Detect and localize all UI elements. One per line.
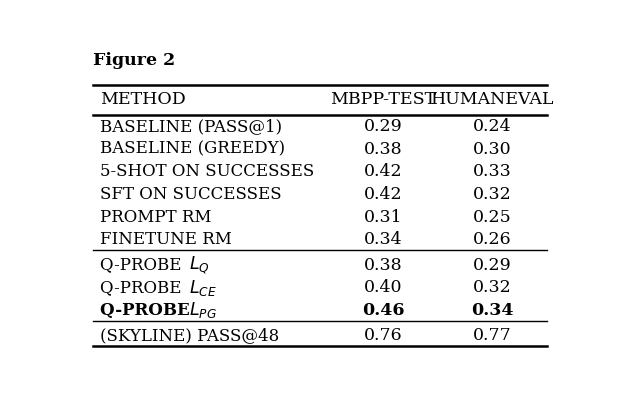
Text: Figure 2: Figure 2 [92, 52, 175, 69]
Text: Q-PROBE: Q-PROBE [100, 302, 195, 319]
Text: $L_Q$: $L_Q$ [189, 254, 210, 276]
Text: 0.76: 0.76 [364, 327, 402, 344]
Text: 0.24: 0.24 [473, 118, 512, 135]
Text: 0.33: 0.33 [473, 163, 512, 180]
Text: $L_{PG}$: $L_{PG}$ [189, 300, 217, 320]
Text: (SKYLINE) PASS@48: (SKYLINE) PASS@48 [100, 327, 279, 344]
Text: 0.40: 0.40 [364, 279, 402, 296]
Text: 0.29: 0.29 [364, 118, 403, 135]
Text: BASELINE (PASS@1): BASELINE (PASS@1) [100, 118, 282, 135]
Text: METHOD: METHOD [100, 92, 185, 108]
Text: 0.77: 0.77 [473, 327, 512, 344]
Text: PROMPT RM: PROMPT RM [100, 209, 212, 226]
Text: 0.46: 0.46 [362, 302, 405, 319]
Text: 0.32: 0.32 [473, 186, 512, 203]
Text: FINETUNE RM: FINETUNE RM [100, 231, 232, 248]
Text: MBPP-TEST: MBPP-TEST [330, 92, 437, 108]
Text: BASELINE (GREEDY): BASELINE (GREEDY) [100, 141, 285, 158]
Text: 0.30: 0.30 [473, 141, 512, 158]
Text: 0.34: 0.34 [364, 231, 402, 248]
Text: 0.38: 0.38 [364, 257, 402, 273]
Text: 5-SHOT ON SUCCESSES: 5-SHOT ON SUCCESSES [100, 163, 314, 180]
Text: SFT ON SUCCESSES: SFT ON SUCCESSES [100, 186, 281, 203]
Text: 0.42: 0.42 [364, 186, 402, 203]
Text: 0.34: 0.34 [471, 302, 514, 319]
Text: 0.25: 0.25 [473, 209, 512, 226]
Text: 0.26: 0.26 [473, 231, 512, 248]
Text: 0.38: 0.38 [364, 141, 402, 158]
Text: $L_{CE}$: $L_{CE}$ [189, 278, 217, 298]
Text: Q-PROBE: Q-PROBE [100, 279, 187, 296]
Text: 0.42: 0.42 [364, 163, 402, 180]
Text: 0.31: 0.31 [364, 209, 402, 226]
Text: 0.29: 0.29 [473, 257, 512, 273]
Text: 0.32: 0.32 [473, 279, 512, 296]
Text: Q-PROBE: Q-PROBE [100, 257, 187, 273]
Text: HUMANEVAL: HUMANEVAL [431, 92, 554, 108]
